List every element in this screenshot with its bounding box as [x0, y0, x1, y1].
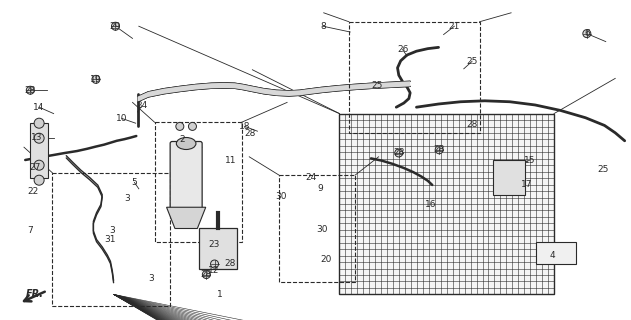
Circle shape — [211, 260, 218, 268]
Circle shape — [112, 22, 119, 30]
Text: 23: 23 — [209, 240, 220, 249]
Text: 9: 9 — [317, 184, 324, 193]
Ellipse shape — [176, 138, 196, 149]
Text: 28: 28 — [393, 148, 404, 157]
Text: 25: 25 — [597, 165, 608, 174]
Bar — [52, 173, 170, 306]
Text: 30: 30 — [316, 225, 327, 234]
Text: 28: 28 — [245, 129, 256, 138]
Polygon shape — [167, 207, 206, 228]
Circle shape — [34, 133, 44, 143]
Text: 31: 31 — [105, 235, 116, 244]
Bar — [199, 228, 237, 269]
Circle shape — [203, 271, 210, 278]
Text: 12: 12 — [208, 266, 219, 275]
Text: 28: 28 — [25, 86, 36, 95]
Circle shape — [27, 86, 34, 94]
Text: 11: 11 — [225, 156, 236, 164]
Text: 19: 19 — [90, 75, 102, 84]
Circle shape — [34, 118, 44, 128]
Bar — [536, 242, 576, 264]
Bar — [30, 123, 48, 178]
Text: 7: 7 — [27, 226, 33, 235]
Text: 4: 4 — [550, 252, 555, 260]
Text: 24: 24 — [136, 101, 148, 110]
Bar — [279, 175, 355, 282]
Circle shape — [34, 160, 44, 170]
Text: 3: 3 — [109, 226, 115, 235]
Circle shape — [435, 146, 443, 154]
Text: 25: 25 — [466, 57, 478, 66]
Text: 28: 28 — [201, 270, 212, 279]
Bar — [155, 122, 242, 242]
Text: 5: 5 — [131, 178, 138, 187]
Text: 3: 3 — [124, 194, 131, 203]
Text: 20: 20 — [321, 255, 332, 264]
Circle shape — [34, 175, 44, 185]
Text: 27: 27 — [29, 163, 40, 172]
Text: 6: 6 — [584, 29, 590, 38]
Text: 16: 16 — [425, 200, 437, 209]
Text: 21: 21 — [449, 22, 460, 31]
Bar — [349, 22, 480, 133]
Text: 14: 14 — [33, 103, 45, 112]
Text: 22: 22 — [27, 187, 38, 196]
Circle shape — [583, 30, 591, 38]
Bar — [493, 160, 526, 195]
Text: 3: 3 — [148, 274, 155, 283]
FancyBboxPatch shape — [170, 141, 202, 209]
Text: 13: 13 — [31, 133, 42, 142]
Text: 28: 28 — [225, 260, 236, 268]
Text: 29: 29 — [110, 22, 121, 31]
Text: 26: 26 — [397, 45, 408, 54]
Bar — [339, 114, 554, 294]
Circle shape — [92, 76, 100, 84]
Text: 10: 10 — [116, 114, 127, 123]
Text: 8: 8 — [320, 22, 326, 31]
Text: 25: 25 — [371, 81, 382, 90]
Text: 28: 28 — [433, 145, 445, 154]
Circle shape — [176, 123, 184, 131]
Text: 1: 1 — [216, 290, 223, 299]
PathPatch shape — [138, 81, 410, 102]
Text: 15: 15 — [524, 156, 536, 164]
Text: 24: 24 — [305, 173, 317, 182]
Text: 28: 28 — [466, 120, 478, 129]
Text: 18: 18 — [239, 122, 251, 131]
Circle shape — [395, 149, 403, 157]
Text: 17: 17 — [521, 180, 533, 188]
Text: FR.: FR. — [26, 289, 44, 300]
Text: 2: 2 — [179, 135, 184, 144]
Text: 30: 30 — [275, 192, 286, 201]
Circle shape — [189, 123, 196, 131]
